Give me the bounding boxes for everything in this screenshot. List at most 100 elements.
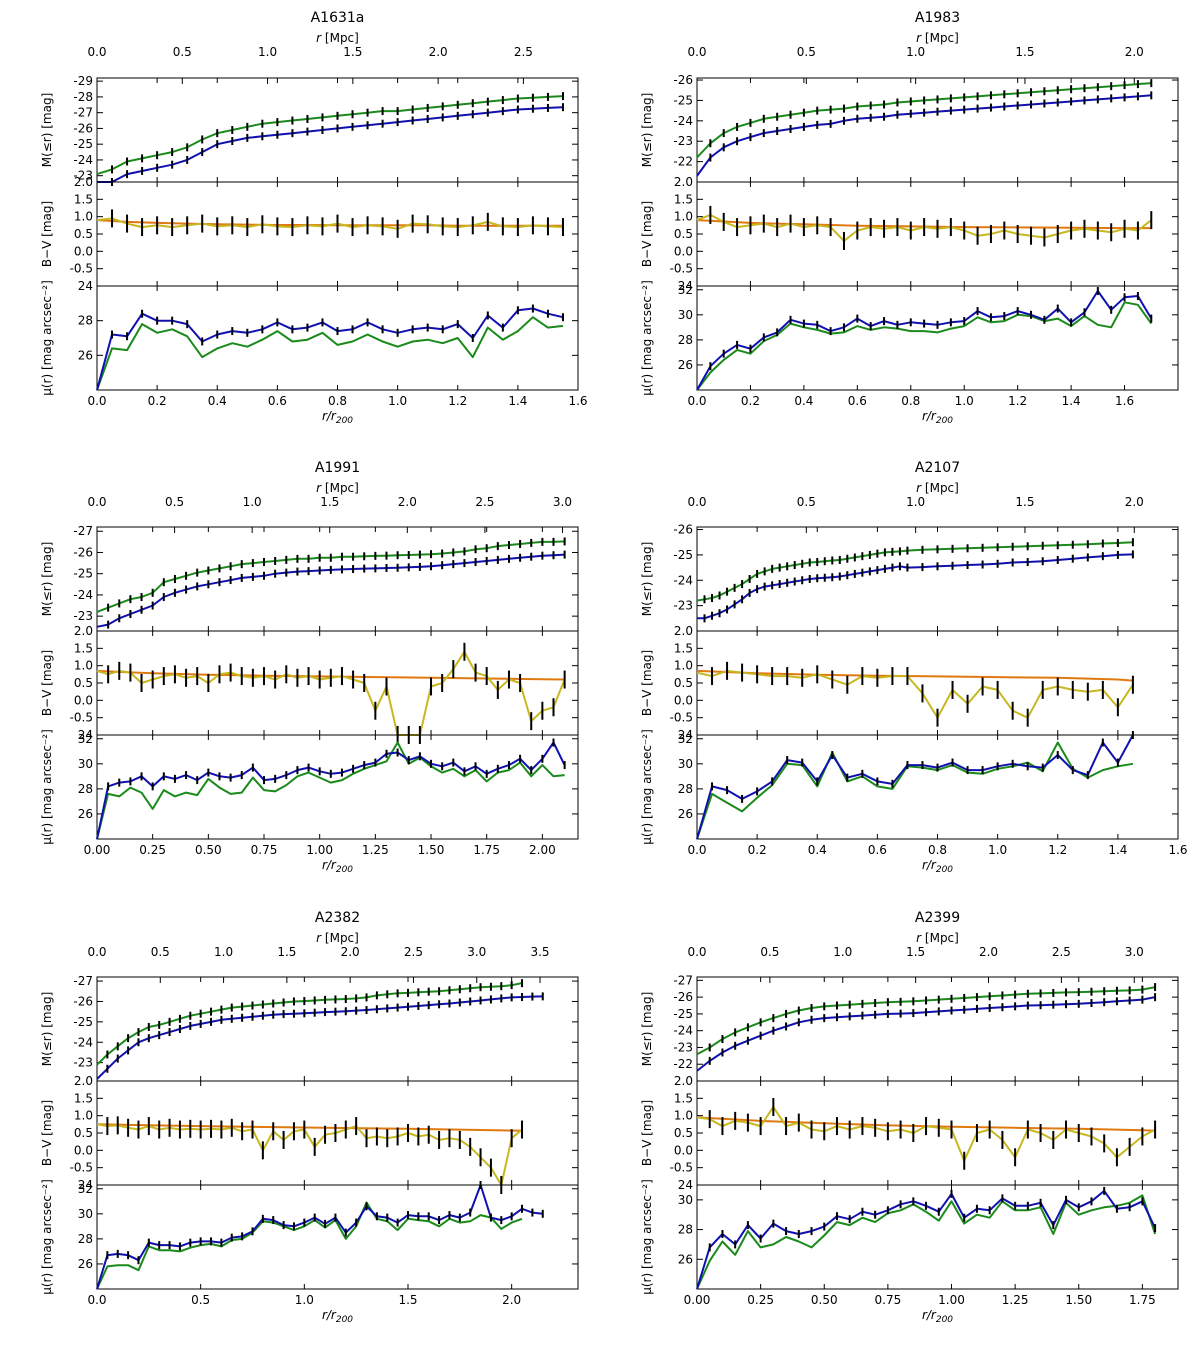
y-tick-label: 0.5 bbox=[674, 1126, 693, 1140]
x-tick-label: 0.8 bbox=[928, 843, 947, 857]
x-tick-label: 1.0 bbox=[388, 394, 407, 408]
x-axis-label: r/r200 bbox=[922, 858, 953, 875]
x-tick-label: 1.4 bbox=[1108, 843, 1127, 857]
y-tick-label: 0.0 bbox=[674, 693, 693, 707]
series-line bbox=[96, 217, 564, 230]
x-tick-label: 1.00 bbox=[938, 1293, 965, 1307]
top-tick-label: 1.0 bbox=[906, 495, 925, 509]
x-tick-label: 0.75 bbox=[875, 1293, 902, 1307]
top-axis-label: r [Mpc] bbox=[316, 31, 359, 45]
x-tick-label: 0.00 bbox=[84, 843, 111, 857]
y-axis-label: M(≤r) [mag] bbox=[640, 992, 654, 1067]
y-tick-label: -26 bbox=[673, 990, 693, 1004]
x-tick-label: 1.00 bbox=[306, 843, 333, 857]
x-tick-label: 2.0 bbox=[502, 1293, 521, 1307]
x-tick-label: 0.0 bbox=[87, 394, 106, 408]
y-tick-label: 1.0 bbox=[674, 1109, 693, 1123]
x-tick-label: 1.2 bbox=[448, 394, 467, 408]
y-tick-label: 26 bbox=[78, 807, 93, 821]
x-tick-label: 1.50 bbox=[418, 843, 445, 857]
panel-surface-brightness: 26 28 30 32 μ(r) [mag arcsec⁻²] bbox=[640, 280, 1179, 396]
top-tick-label: 0.0 bbox=[687, 945, 706, 959]
y-tick-label: -26 bbox=[73, 121, 93, 135]
panel-frame bbox=[96, 526, 579, 632]
y-tick-label: 26 bbox=[678, 358, 693, 372]
x-tick-label: 0.25 bbox=[747, 1293, 774, 1307]
y-tick-label: 1.0 bbox=[74, 1109, 93, 1123]
y-tick-label: -28 bbox=[73, 90, 93, 104]
x-tick-label: 1.4 bbox=[1062, 394, 1081, 408]
chart-title: A1991 bbox=[315, 460, 360, 476]
x-tick-label: 1.6 bbox=[1168, 843, 1187, 857]
y-tick-label: -0.5 bbox=[670, 1161, 693, 1175]
chart-title: A1983 bbox=[915, 10, 960, 26]
panel-frame bbox=[96, 1184, 579, 1290]
x-axis-label: r/r200 bbox=[922, 409, 953, 426]
top-tick-label: 2.0 bbox=[1125, 495, 1144, 509]
y-tick-label: -23 bbox=[673, 599, 693, 613]
x-tick-label: 0.2 bbox=[741, 394, 760, 408]
y-tick-label: 1.5 bbox=[674, 641, 693, 655]
y-boundary-label: 24 bbox=[78, 728, 93, 742]
top-tick-label: 1.5 bbox=[343, 45, 362, 59]
chart-a2107: A2107 0.0 0.5 1.0 1.5 2.0 r [Mpc] -26 -25 -24 -23 2… bbox=[640, 460, 1188, 875]
y-tick-label: -23 bbox=[73, 169, 93, 183]
x-tick-label: 0.0 bbox=[687, 843, 706, 857]
y-tick-label: 28 bbox=[678, 333, 693, 347]
series-line bbox=[96, 540, 565, 613]
series-line bbox=[696, 1194, 1157, 1290]
y-tick-label: 0.5 bbox=[674, 676, 693, 690]
y-tick-label: -0.5 bbox=[70, 1161, 93, 1175]
top-tick-label: 0.5 bbox=[173, 45, 192, 59]
series-line bbox=[697, 553, 1133, 620]
x-axis-label: r/r200 bbox=[322, 1308, 353, 1325]
x-tick-label: 1.5 bbox=[398, 1293, 417, 1307]
y-axis-label: B−V [mag] bbox=[40, 650, 54, 716]
top-tick-label: 0.0 bbox=[87, 495, 106, 509]
panel-cumulative-magnitude: -26 -25 -24 -23 -22 2.0 M(≤r) [mag] bbox=[640, 73, 1179, 189]
x-tick-label: 0.25 bbox=[139, 843, 166, 857]
y-tick-label: 0.0 bbox=[674, 244, 693, 258]
y-tick-label: -27 bbox=[73, 524, 93, 538]
x-axis-label: r/r200 bbox=[922, 1308, 953, 1325]
y-tick-label: 1.5 bbox=[674, 1091, 693, 1105]
top-axis-label: r [Mpc] bbox=[316, 931, 359, 945]
x-tick-label: 1.0 bbox=[988, 843, 1007, 857]
y-tick-label: 1.5 bbox=[74, 641, 93, 655]
y-tick-label: 30 bbox=[678, 308, 693, 322]
x-tick-label: 1.0 bbox=[295, 1293, 314, 1307]
chart-title: A2382 bbox=[315, 910, 360, 926]
y-tick-label: -26 bbox=[73, 994, 93, 1008]
panel-frame bbox=[96, 734, 579, 840]
x-tick-label: 0.50 bbox=[195, 843, 222, 857]
y-tick-label: 26 bbox=[78, 348, 93, 362]
x-tick-label: 0.0 bbox=[687, 394, 706, 408]
x-tick-label: 0.4 bbox=[794, 394, 813, 408]
y-axis-label: M(≤r) [mag] bbox=[640, 542, 654, 617]
panel-colour: 1.5 1.0 0.5 0.0 -0.5 24 B−V [mag] bbox=[40, 1080, 579, 1194]
y-tick-label: 28 bbox=[678, 782, 693, 796]
x-tick-label: 0.4 bbox=[808, 843, 827, 857]
y-tick-label: 30 bbox=[78, 757, 93, 771]
y-tick-label: -0.5 bbox=[70, 262, 93, 276]
y-boundary-label: 24 bbox=[78, 279, 93, 293]
y-axis-label: μ(r) [mag arcsec⁻²] bbox=[40, 729, 54, 845]
top-tick-label: 1.5 bbox=[320, 495, 339, 509]
top-axis-label: r [Mpc] bbox=[916, 931, 959, 945]
x-tick-label: 2.00 bbox=[529, 843, 556, 857]
y-boundary-label: 2.0 bbox=[74, 624, 93, 638]
y-tick-label: -24 bbox=[673, 114, 693, 128]
top-axis-label: r [Mpc] bbox=[916, 481, 959, 495]
x-tick-label: 0.00 bbox=[684, 1293, 711, 1307]
top-tick-label: 0.5 bbox=[797, 495, 816, 509]
y-boundary-label: 2.0 bbox=[674, 175, 693, 189]
x-axis-label: r/r200 bbox=[322, 409, 353, 426]
x-tick-label: 1.75 bbox=[473, 843, 500, 857]
series-line bbox=[696, 669, 1133, 682]
panel-surface-brightness: 26 28 μ(r) [mag arcsec⁻²] bbox=[40, 280, 579, 396]
top-tick-label: 2.5 bbox=[404, 945, 423, 959]
y-axis-label: μ(r) [mag arcsec⁻²] bbox=[640, 729, 654, 845]
x-tick-label: 0.8 bbox=[328, 394, 347, 408]
x-tick-label: 1.2 bbox=[1008, 394, 1027, 408]
y-tick-label: -22 bbox=[673, 1057, 693, 1071]
